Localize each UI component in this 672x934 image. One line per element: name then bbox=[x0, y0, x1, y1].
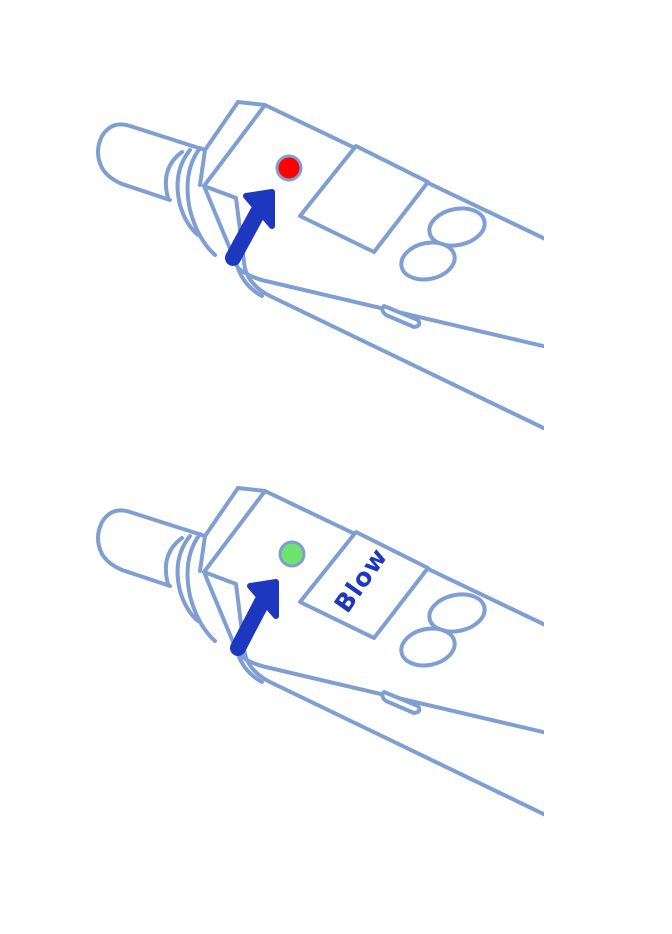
display-screen bbox=[298, 144, 430, 254]
collar-ring bbox=[175, 534, 200, 623]
button-lower[interactable] bbox=[398, 624, 458, 670]
body-side-top bbox=[198, 100, 240, 187]
pointer-arrow-icon bbox=[230, 579, 279, 656]
device-panel-not-ready bbox=[96, 100, 544, 431]
status-led-icon bbox=[275, 154, 303, 182]
collar-ring bbox=[175, 148, 200, 237]
collar-ring bbox=[185, 532, 217, 643]
body-side-top bbox=[198, 486, 240, 573]
device-body: Blow bbox=[96, 486, 544, 817]
device-body bbox=[96, 100, 544, 431]
mouthpiece bbox=[96, 508, 207, 588]
button-upper[interactable] bbox=[426, 204, 488, 251]
collar-ring bbox=[163, 150, 184, 200]
display-screen bbox=[298, 530, 430, 640]
pointer-arrow-icon bbox=[225, 189, 275, 266]
side-slot bbox=[380, 304, 422, 329]
body-front bbox=[202, 184, 544, 431]
mouthpiece bbox=[96, 122, 207, 202]
button-lower[interactable] bbox=[398, 238, 458, 284]
button-upper[interactable] bbox=[426, 590, 488, 637]
status-led-icon bbox=[278, 540, 306, 568]
side-slot bbox=[380, 690, 422, 715]
collar-ring bbox=[185, 146, 217, 257]
body-top-face bbox=[202, 103, 267, 188]
device-panel-ready: Blow bbox=[96, 486, 544, 817]
body-mid-edge bbox=[236, 266, 544, 349]
collar-ring bbox=[163, 536, 184, 586]
body-mid-edge bbox=[236, 652, 544, 735]
body-top-face bbox=[202, 489, 267, 574]
